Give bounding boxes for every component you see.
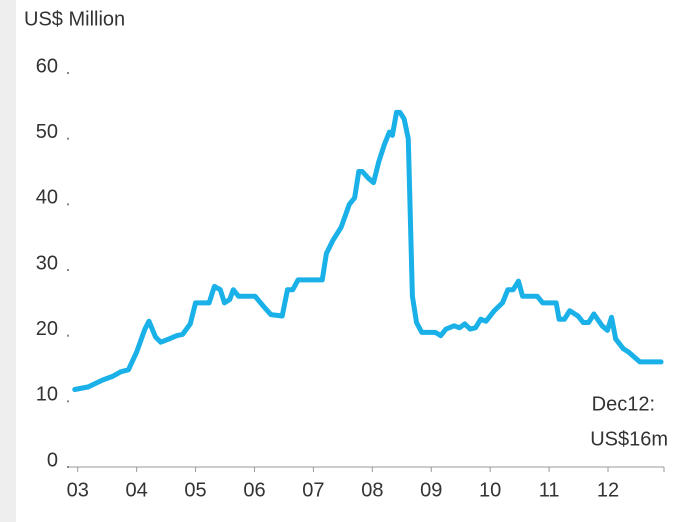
x-tick-label: 03 xyxy=(67,479,89,501)
y-axis-label: US$ Million xyxy=(24,8,125,30)
x-tick-label: 12 xyxy=(597,479,619,501)
x-tick-label: 06 xyxy=(243,479,265,501)
annotation: Dec12: xyxy=(592,393,655,415)
x-tick-label: 11 xyxy=(539,479,560,501)
y-tick-label: 30 xyxy=(36,252,58,274)
x-tick-label: 08 xyxy=(361,479,383,501)
annotation: US$16m xyxy=(590,428,668,450)
x-tick-label: 09 xyxy=(420,479,442,501)
line-series xyxy=(72,109,664,393)
y-tick-label: 60 xyxy=(36,55,58,77)
x-tick-label: 05 xyxy=(184,479,206,501)
x-tick-label: 04 xyxy=(126,479,148,501)
y-tick-label: 10 xyxy=(36,384,58,406)
y-tick-label: 0 xyxy=(47,449,58,471)
side-strip xyxy=(0,0,16,522)
x-tick-label: 10 xyxy=(479,479,501,501)
y-tick-label: 40 xyxy=(36,187,58,209)
x-tick-label: 07 xyxy=(302,479,324,501)
y-tick-label: 20 xyxy=(36,318,58,340)
y-tick-label: 50 xyxy=(36,121,58,143)
